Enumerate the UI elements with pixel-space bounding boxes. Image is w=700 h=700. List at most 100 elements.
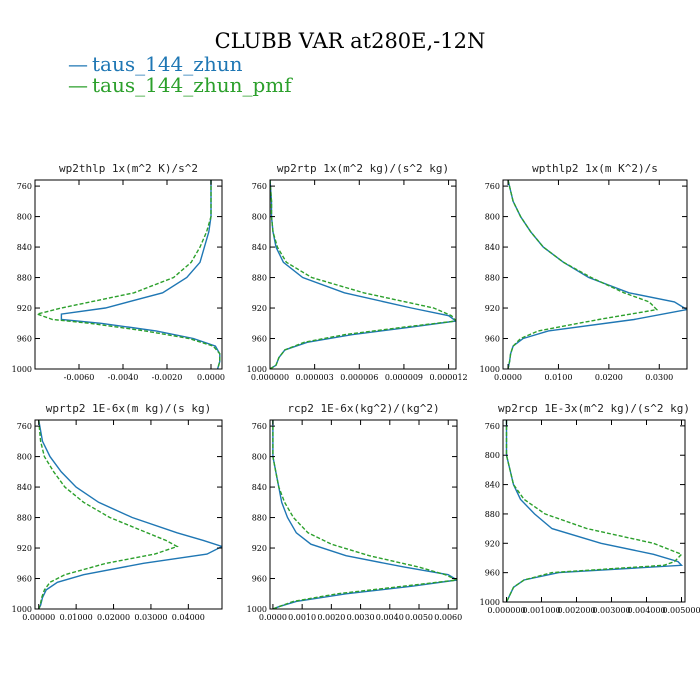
chart-panel: wprtp2 1E-6x(m kg)/(s kg) 760 800 840 880 920… — [12, 402, 223, 622]
x-tick-label: 0.000006 — [340, 373, 378, 382]
y-tick-label: 960 — [252, 335, 267, 344]
y-tick-label: 800 — [252, 453, 267, 462]
legend-swatch: — — [68, 73, 88, 97]
y-tick-label: 1000 — [12, 605, 32, 614]
panel-title: wpthlp2 1x(m K^2)/s — [532, 162, 658, 175]
y-tick-label: 1000 — [12, 365, 32, 374]
legend-label: taus_144_zhun — [92, 52, 243, 76]
series-line-1 — [35, 180, 221, 369]
series-line-0 — [505, 420, 684, 602]
y-tick-label: 840 — [252, 243, 267, 252]
y-tick-label: 960 — [485, 335, 500, 344]
plot-frame — [269, 419, 458, 610]
plot-frame — [502, 419, 686, 603]
legend-label: taus_144_zhun_pmf — [92, 73, 292, 97]
chart-panel: wp2rcp 1E-3x(m^2 kg)/(s^2 kg) 760 800 840 88… — [480, 402, 700, 615]
series-line-1 — [38, 420, 179, 609]
x-tick-label: -0.0020 — [152, 373, 183, 382]
y-tick-label: 1000 — [480, 598, 500, 607]
x-tick-label: 0.0060 — [434, 613, 462, 622]
y-tick-label: 960 — [252, 575, 267, 584]
panel-title: wp2rtp 1x(m^2 kg)/(s^2 kg) — [277, 162, 449, 175]
x-tick-label: 0.001000 — [522, 606, 560, 615]
legend-swatch: — — [68, 52, 88, 76]
x-tick-label: 0.01000 — [60, 613, 93, 622]
chart-panel: wp2thlp 1x(m^2 K)/s^2 760 800 840 880 920 960 1… — [12, 162, 225, 382]
plot-frame — [269, 179, 457, 370]
x-tick-label: 0.0010 — [288, 613, 316, 622]
series-line-0 — [60, 180, 221, 369]
x-tick-label: 0.0050 — [405, 613, 433, 622]
x-tick-label: 0.02000 — [97, 613, 130, 622]
y-tick-label: 800 — [485, 451, 500, 460]
y-tick-label: 920 — [17, 304, 32, 313]
y-tick-label: 760 — [485, 182, 500, 191]
x-tick-label: 0.0000 — [259, 613, 287, 622]
panel-title: rcp2 1E-6x(kg^2)/(kg^2) — [287, 402, 439, 415]
y-tick-label: 880 — [17, 274, 32, 283]
y-tick-label: 880 — [485, 510, 500, 519]
y-tick-label: 760 — [485, 422, 500, 431]
y-tick-label: 840 — [252, 483, 267, 492]
y-tick-label: 800 — [17, 453, 32, 462]
series-line-1 — [507, 180, 659, 369]
y-tick-label: 840 — [17, 483, 32, 492]
x-tick-label: 0.000000 — [251, 373, 289, 382]
x-tick-label: 0.04000 — [172, 613, 205, 622]
x-tick-label: 0.0300 — [645, 373, 673, 382]
y-tick-label: 880 — [252, 274, 267, 283]
x-tick-label: 0.0020 — [317, 613, 345, 622]
y-tick-label: 880 — [485, 274, 500, 283]
x-tick-label: 0.0040 — [376, 613, 404, 622]
y-tick-label: 760 — [17, 422, 32, 431]
x-tick-label: 0.000000 — [487, 606, 525, 615]
x-tick-label: 0.004000 — [627, 606, 665, 615]
y-tick-label: 840 — [485, 243, 500, 252]
series-line-0 — [38, 420, 222, 609]
y-tick-label: 840 — [17, 243, 32, 252]
y-tick-label: 920 — [252, 304, 267, 313]
chart-panel: rcp2 1E-6x(kg^2)/(kg^2) 760 800 840 880 920 96… — [247, 402, 463, 622]
y-tick-label: 760 — [252, 422, 267, 431]
x-tick-label: 0.0000 — [197, 373, 225, 382]
y-tick-label: 1000 — [247, 365, 267, 374]
x-tick-label: 0.000003 — [296, 373, 334, 382]
chart-panel: wpthlp2 1x(m K^2)/s 760 800 840 880 920 960 100… — [480, 162, 688, 382]
y-tick-label: 960 — [485, 569, 500, 578]
x-tick-label: 0.0200 — [595, 373, 623, 382]
series-line-1 — [272, 420, 457, 609]
y-tick-label: 760 — [17, 182, 32, 191]
plot-frame — [502, 179, 688, 370]
chart-panel: wp2rtp 1x(m^2 kg)/(s^2 kg) 760 800 840 880 92… — [247, 162, 468, 382]
x-tick-label: 0.03000 — [134, 613, 167, 622]
y-tick-label: 920 — [252, 544, 267, 553]
y-tick-label: 840 — [485, 481, 500, 490]
x-tick-label: 0.000012 — [429, 373, 467, 382]
y-tick-label: 800 — [17, 213, 32, 222]
y-tick-label: 960 — [17, 575, 32, 584]
x-tick-label: -0.0040 — [108, 373, 139, 382]
y-tick-label: 920 — [485, 304, 500, 313]
x-tick-label: 0.002000 — [557, 606, 595, 615]
plot-frame — [34, 179, 223, 370]
x-tick-label: -0.0060 — [64, 373, 95, 382]
x-tick-label: 0.003000 — [592, 606, 630, 615]
panel-title: wp2thlp 1x(m^2 K)/s^2 — [59, 162, 198, 175]
y-tick-label: 1000 — [480, 365, 500, 374]
legend-item: — taus_144_zhun — [68, 52, 242, 76]
chart-title: CLUBB VAR at280E,-12N — [214, 29, 486, 53]
series-line-0 — [272, 420, 457, 609]
series-line-1 — [505, 420, 683, 602]
y-tick-label: 800 — [485, 213, 500, 222]
y-tick-label: 760 — [252, 182, 267, 191]
y-tick-label: 920 — [17, 544, 32, 553]
legend-item: — taus_144_zhun_pmf — [68, 73, 292, 97]
panel-title: wp2rcp 1E-3x(m^2 kg)/(s^2 kg) — [498, 402, 690, 415]
x-tick-label: 0.0030 — [347, 613, 375, 622]
x-tick-label: 0.0100 — [544, 373, 572, 382]
series-line-0 — [270, 180, 456, 369]
x-tick-label: 0.005000 — [662, 606, 700, 615]
series-line-0 — [507, 180, 687, 369]
y-tick-label: 920 — [485, 539, 500, 548]
